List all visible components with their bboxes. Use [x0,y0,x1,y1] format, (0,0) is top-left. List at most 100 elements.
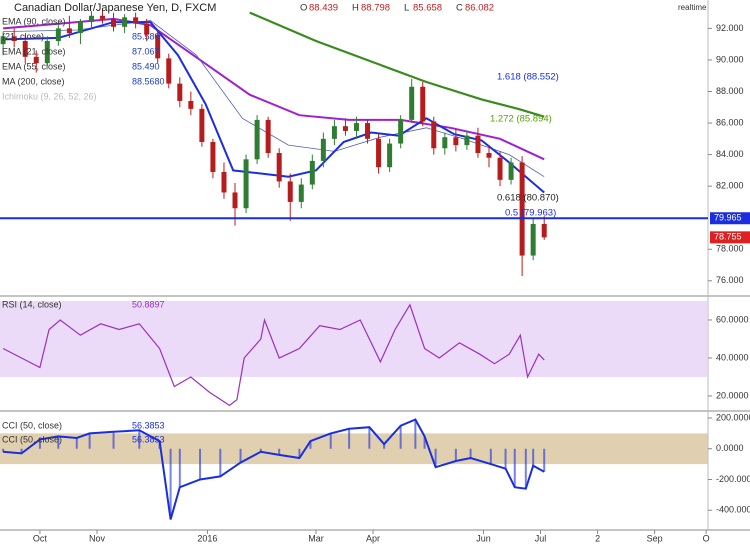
cci-bar [20,448,23,454]
ohlc-key: C [456,3,463,14]
cci-bar [383,444,386,449]
x-tick-label: 2 [595,533,600,543]
chart-title: Canadian Dollar/Japanese Yen, D, FXCM [14,2,216,14]
x-tick-label: Mar [308,533,324,543]
cci-bar [298,448,301,458]
candle-body [387,143,393,168]
candle-body [353,123,359,131]
candle-body [376,138,382,168]
cci-bar [513,448,516,488]
cci-bar [75,437,78,449]
candle-body [55,28,61,42]
candle-body [11,36,17,42]
cci-bar [199,448,202,480]
candle-body [342,126,348,131]
indicator-name: CCI (50, close) [2,420,62,430]
cci-bar [57,436,60,449]
cci-bar [532,448,535,466]
x-tick-label: Oct [33,533,48,543]
candle-body [122,17,128,27]
candle-body [541,224,547,238]
candle-body [0,36,6,45]
y-tick-label: 78.000 [716,244,744,254]
fib-annotation: 0.618 (80.870) [497,193,559,204]
last-price-box [710,231,750,244]
candle-body [199,108,205,142]
cci-bar [219,448,222,477]
indicator-name: (21, close) [2,31,44,41]
cci-bar [309,441,312,449]
y-tick-label: -200.0000 [716,474,750,484]
candle-body [486,153,492,158]
cci-bar [543,448,546,472]
candle-body [453,137,459,146]
candle-body [111,18,117,27]
cci-bar [504,448,507,469]
cci-bar [239,448,242,463]
candle-body [243,159,249,209]
candle-body [365,123,371,139]
cci-bar [399,425,402,449]
candle-body [77,22,83,34]
candle-body [519,162,525,256]
cci-bar [348,428,351,449]
candle-body [309,160,315,185]
candle-body [144,23,150,35]
y-tick-label: 40.0000 [716,352,749,362]
candle-body [254,119,260,160]
cci-bar [329,433,332,449]
ohlc-value: 86.082 [465,3,494,14]
candle-body [66,28,72,34]
y-tick-label: 200.0000 [716,412,750,422]
candle-body [166,58,172,84]
cci-bar [368,427,371,449]
y-tick-label: 60.0000 [716,314,749,324]
indicator-name: RSI (14, close) [2,299,62,309]
y-tick-label: 90.000 [716,54,744,64]
moving-average-line [3,17,545,161]
indicator-reading: 56.3853 [132,434,165,444]
y-tick-label: 92.000 [716,23,744,33]
y-tick-label: 82.000 [716,181,744,191]
indicator-name: Ichimoku (9, 26, 52, 26) [2,91,97,101]
ohlc-value: 88.798 [361,3,390,14]
last-price-label: 78.755 [714,232,742,242]
indicator-reading: 50.8897 [132,299,165,309]
candle-body [210,141,216,172]
candle-body [33,56,39,64]
cci-bar [414,419,417,449]
cci-bar [489,448,492,465]
fib-annotation: 0.5 (79.963) [505,208,556,219]
cci-bar [454,448,457,462]
candle-body [475,135,481,154]
candle-body [100,15,106,19]
y-tick-label: -400.0000 [716,505,750,515]
indicator-name: MA (200, close) [2,76,65,86]
candle-body [409,86,415,120]
cci-bar [138,430,141,449]
ohlc-value: 88.439 [309,3,338,14]
cci-bar [278,448,281,455]
cci-bar [2,448,5,452]
band [0,433,708,465]
candle-body [320,138,326,161]
ohlc-key: L [404,3,409,14]
candle-body [331,126,337,139]
band [0,300,708,377]
cci-line [3,418,545,520]
cci-bar [88,433,91,449]
candle-body [133,17,139,24]
x-tick-label: Jun [476,533,491,543]
y-tick-label: 86.000 [716,117,744,127]
indicator-reading: 85.580 [132,31,160,41]
x-tick-label: Apr [366,533,380,543]
candle-body [221,171,227,193]
price-box-label: 79.965 [714,213,742,223]
cci-bar [469,448,472,458]
fib-annotation: 1.272 (85.894) [490,114,552,125]
y-tick-label: 76.000 [716,275,744,285]
cci-bar [423,436,426,449]
candle-body [88,15,94,23]
candle-body [232,192,238,209]
